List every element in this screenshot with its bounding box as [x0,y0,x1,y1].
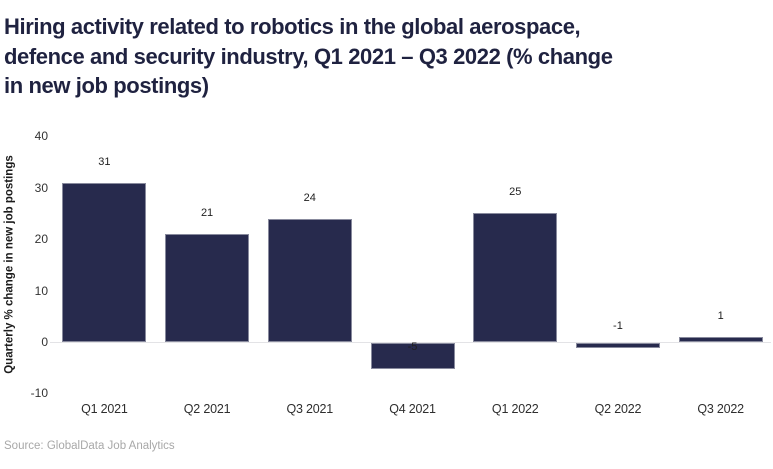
bar-q4-2021 [370,343,455,369]
bar-q1-2021 [62,182,147,342]
bar-q3-2022 [678,336,763,342]
x-tick-label: Q2 2021 [183,402,231,416]
y-axis-title: Quarterly % change in new job postings [3,155,16,374]
y-tick-label: 10 [34,283,48,298]
y-tick-label: 40 [34,129,48,144]
bar-value-label: 21 [200,206,214,219]
bar-value-label: -5 [407,340,418,353]
bar-value-label: 25 [509,186,522,199]
x-tick-label: Q2 2022 [594,402,642,416]
y-tick-label: -10 [30,386,48,401]
x-tick-label: Q1 2021 [81,402,128,416]
bar-value-label: 1 [717,309,724,322]
bar-q1-2022 [473,213,558,342]
bar-q3-2021 [267,218,352,342]
bar-q2-2021 [165,233,250,342]
bar-value-label: -1 [613,320,623,333]
x-tick-label: Q3 2021 [286,402,334,416]
x-tick-label: Q3 2022 [697,402,744,416]
chart-title: Hiring activity related to robotics in t… [4,14,613,98]
bar-value-label: 31 [98,155,111,168]
x-tick-label: Q1 2022 [491,402,539,416]
y-tick-label: 30 [34,180,48,195]
zero-gridline [50,342,771,343]
source-caption: Source: GlobalData Job Analytics [4,440,175,452]
bar-q2-2022 [575,343,660,349]
bar-value-label: 24 [303,191,316,204]
y-tick-label: 0 [41,335,48,349]
y-tick-label: 20 [34,232,48,247]
x-tick-label: Q4 2021 [389,402,436,416]
